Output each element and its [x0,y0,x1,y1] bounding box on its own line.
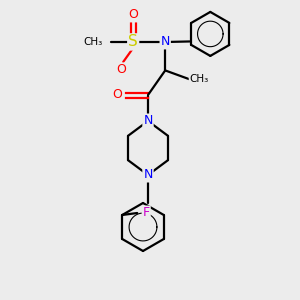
Text: S: S [128,34,138,50]
Text: O: O [112,88,122,101]
Text: N: N [160,35,170,48]
Text: O: O [116,63,126,76]
Text: O: O [128,8,138,21]
Text: N: N [143,115,153,128]
Text: CH₃: CH₃ [84,37,103,47]
Text: F: F [143,206,150,220]
Text: CH₃: CH₃ [190,74,209,84]
Text: N: N [143,169,153,182]
